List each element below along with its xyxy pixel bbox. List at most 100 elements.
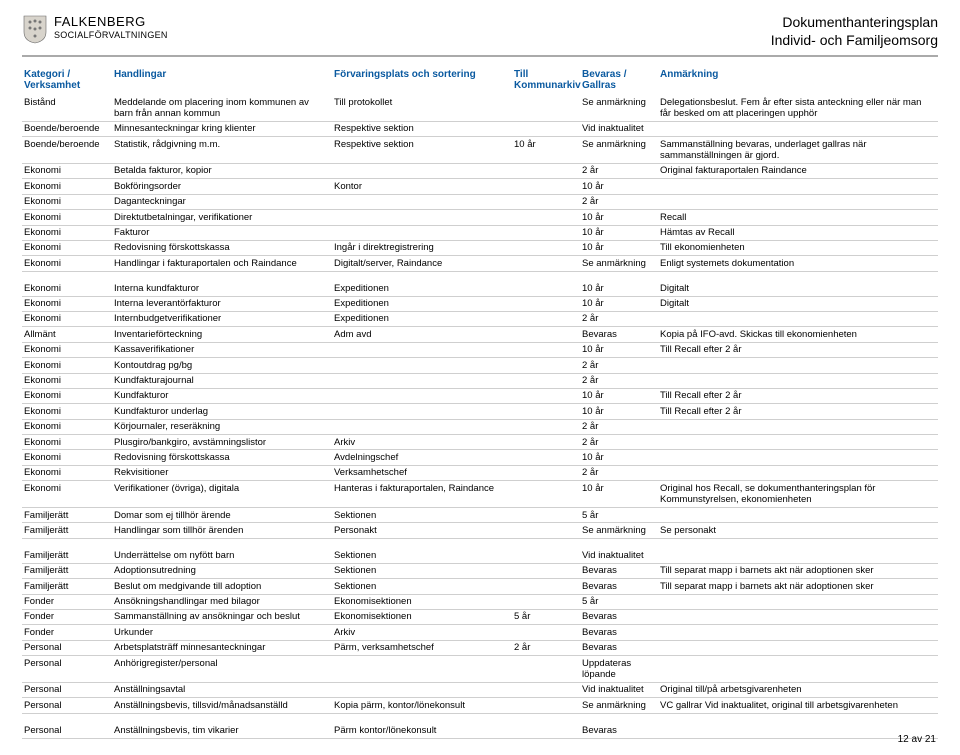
col-handlingar: Handlingar [112,67,332,95]
cell-c5: 10 år [580,240,658,255]
cell-c1: Ekonomi [22,281,112,296]
cell-c4 [512,465,580,480]
cell-c4 [512,579,580,594]
doc-title-line1: Dokumenthanteringsplan [771,14,938,32]
cell-c1: Ekonomi [22,481,112,508]
cell-c4 [512,327,580,342]
page-number: 12 av 21 [898,734,936,745]
table-row: EkonomiKontoutdrag pg/bg2 år [22,358,938,373]
col-forvaring: Förvaringsplats och sortering [332,67,512,95]
cell-c1: Ekonomi [22,225,112,240]
section-gap [22,538,938,548]
cell-c6: Delegationsbeslut. Fem år efter sista an… [658,95,938,121]
cell-c4 [512,548,580,563]
cell-c5: 10 år [580,342,658,357]
cell-c6 [658,656,938,683]
table-row: EkonomiInternbudgetverifikationerExpedit… [22,311,938,326]
cell-c1: Boende/beroende [22,121,112,136]
cell-c6: Se personakt [658,523,938,538]
table-row: PersonalAnhörigregister/personalUppdater… [22,656,938,683]
cell-c1: Ekonomi [22,210,112,225]
cell-c6: Original till/på arbetsgivarenheten [658,682,938,697]
cell-c2: Handlingar i fakturaportalen och Raindan… [112,256,332,271]
cell-c2: Körjournaler, reseräkning [112,419,332,434]
cell-c2: Anställningsavtal [112,682,332,697]
cell-c2: Adoptionsutredning [112,563,332,578]
cell-c1: Ekonomi [22,163,112,178]
cell-c6: Digitalt [658,296,938,311]
table-row: FamiljerättUnderrättelse om nyfött barnS… [22,548,938,563]
cell-c4 [512,358,580,373]
cell-c5: Se anmärkning [580,137,658,164]
cell-c4 [512,256,580,271]
cell-c6 [658,435,938,450]
cell-c6 [658,194,938,209]
cell-c2: Underrättelse om nyfött barn [112,548,332,563]
table-row: EkonomiHandlingar i fakturaportalen och … [22,256,938,271]
cell-c4 [512,563,580,578]
cell-c3: Ekonomisektionen [332,609,512,624]
cell-c4 [512,121,580,136]
cell-c1: Familjerätt [22,508,112,523]
cell-c6: Kopia på IFO-avd. Skickas till ekonomien… [658,327,938,342]
cell-c1: Personal [22,656,112,683]
cell-c2: Direktutbetalningar, verifikationer [112,210,332,225]
cell-c6: Original fakturaportalen Raindance [658,163,938,178]
cell-c6 [658,640,938,655]
cell-c4 [512,296,580,311]
cell-c1: Fonder [22,594,112,609]
table-row: EkonomiRekvisitionerVerksamhetschef2 år [22,465,938,480]
cell-c1: Allmänt [22,327,112,342]
crest-icon [22,14,48,44]
table-row: AllmäntInventarieförteckningAdm avdBevar… [22,327,938,342]
table-row: EkonomiInterna kundfakturorExpeditionen1… [22,281,938,296]
cell-c1: Fonder [22,609,112,624]
cell-c5: 2 år [580,373,658,388]
cell-c6 [658,311,938,326]
cell-c1: Personal [22,682,112,697]
cell-c2: Domar som ej tillhör ärende [112,508,332,523]
cell-c2: Inventarieförteckning [112,327,332,342]
cell-c1: Familjerätt [22,548,112,563]
cell-c1: Ekonomi [22,296,112,311]
cell-c5: Bevaras [580,609,658,624]
cell-c6 [658,358,938,373]
cell-c2: Redovisning förskottskassa [112,240,332,255]
table-row: FamiljerättHandlingar som tillhör ärende… [22,523,938,538]
cell-c6 [658,508,938,523]
table-row: FamiljerättBeslut om medgivande till ado… [22,579,938,594]
cell-c4 [512,163,580,178]
cell-c4 [512,373,580,388]
cell-c4 [512,435,580,450]
cell-c6 [658,625,938,640]
cell-c5: 5 år [580,594,658,609]
cell-c5: 5 år [580,508,658,523]
org-text: FALKENBERG SOCIALFÖRVALTNINGEN [54,14,168,40]
cell-c5: 10 år [580,210,658,225]
cell-c3: Pärm kontor/lönekonsult [332,723,512,738]
cell-c1: Ekonomi [22,419,112,434]
cell-c3: Pärm, verksamhetschef [332,640,512,655]
cell-c5: Vid inaktualitet [580,121,658,136]
cell-c6 [658,723,938,738]
cell-c5: 10 år [580,388,658,403]
cell-c3 [332,388,512,403]
cell-c2: Anställningsbevis, tim vikarier [112,723,332,738]
cell-c2: Plusgiro/bankgiro, avstämningslistor [112,435,332,450]
table-row: PersonalAnställningsbevis, tim vikarierP… [22,723,938,738]
table-row: EkonomiBetalda fakturor, kopior2 årOrigi… [22,163,938,178]
doc-title: Dokumenthanteringsplan Individ- och Fami… [771,14,938,49]
cell-c6: Sammanställning bevaras, underlaget gall… [658,137,938,164]
cell-c5: 10 år [580,404,658,419]
cell-c3: Avdelningschef [332,450,512,465]
cell-c4 [512,404,580,419]
cell-c2: Kassaverifikationer [112,342,332,357]
cell-c2: Anställningsbevis, tillsvid/månadsanstäl… [112,698,332,713]
cell-c2: Kundfakturor underlag [112,404,332,419]
cell-c3: Adm avd [332,327,512,342]
cell-c3: Arkiv [332,625,512,640]
cell-c6: VC gallrar Vid inaktualitet, original ti… [658,698,938,713]
cell-c4 [512,342,580,357]
cell-c3: Expeditionen [332,311,512,326]
cell-c3 [332,656,512,683]
